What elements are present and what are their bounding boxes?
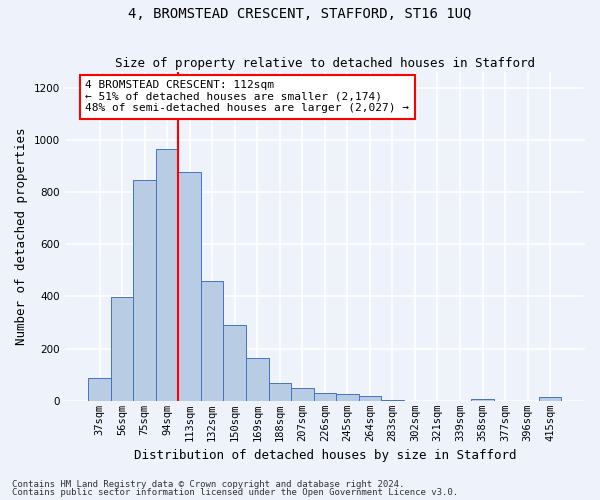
Text: 4 BROMSTEAD CRESCENT: 112sqm
← 51% of detached houses are smaller (2,174)
48% of: 4 BROMSTEAD CRESCENT: 112sqm ← 51% of de… — [85, 80, 409, 114]
Bar — [133, 180, 156, 401]
Bar — [314, 393, 336, 401]
Bar — [471, 399, 494, 401]
Bar — [359, 396, 381, 401]
Text: Contains HM Land Registry data © Crown copyright and database right 2024.: Contains HM Land Registry data © Crown c… — [12, 480, 404, 489]
Bar — [539, 397, 562, 401]
Bar — [246, 358, 269, 401]
Bar — [111, 297, 133, 401]
Bar — [223, 324, 246, 401]
Bar — [291, 388, 314, 401]
Text: Contains public sector information licensed under the Open Government Licence v3: Contains public sector information licen… — [12, 488, 458, 497]
Text: 4, BROMSTEAD CRESCENT, STAFFORD, ST16 1UQ: 4, BROMSTEAD CRESCENT, STAFFORD, ST16 1U… — [128, 8, 472, 22]
Bar — [88, 378, 111, 401]
Bar — [178, 172, 201, 401]
Bar — [156, 149, 178, 401]
Y-axis label: Number of detached properties: Number of detached properties — [15, 128, 28, 345]
X-axis label: Distribution of detached houses by size in Stafford: Distribution of detached houses by size … — [134, 450, 516, 462]
Title: Size of property relative to detached houses in Stafford: Size of property relative to detached ho… — [115, 56, 535, 70]
Bar — [336, 394, 359, 401]
Bar — [269, 383, 291, 401]
Bar — [201, 282, 223, 401]
Bar — [381, 400, 404, 401]
